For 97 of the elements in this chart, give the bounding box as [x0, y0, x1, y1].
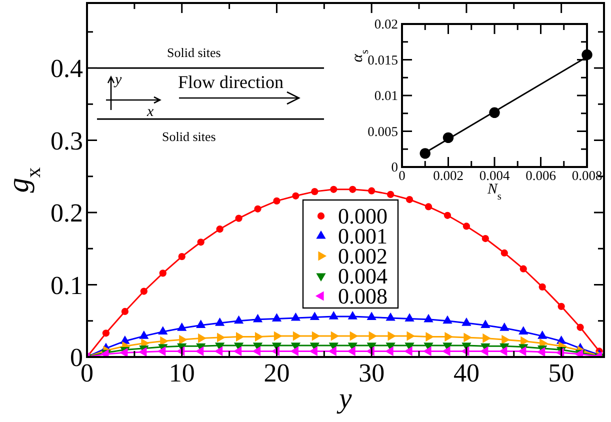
point — [444, 332, 454, 342]
point — [273, 197, 280, 205]
point — [406, 196, 414, 204]
point — [290, 312, 301, 321]
point — [178, 253, 186, 260]
point — [234, 315, 244, 324]
point — [328, 310, 338, 320]
annotation: x — [146, 104, 154, 120]
point — [198, 333, 206, 344]
point — [462, 317, 472, 326]
y-tick-label: 0.3 — [50, 126, 83, 156]
y-tick-label: 0.1 — [50, 270, 83, 300]
point — [236, 332, 244, 342]
point — [330, 186, 338, 193]
point — [518, 346, 526, 356]
point — [538, 330, 548, 339]
point — [330, 331, 340, 341]
point — [520, 265, 527, 272]
x-tick-label: 50 — [548, 358, 574, 388]
point — [502, 334, 510, 344]
annotation: y — [113, 72, 122, 88]
point — [386, 312, 396, 321]
point — [442, 315, 452, 324]
point — [385, 346, 394, 356]
x-tick-label: 0.006 — [526, 168, 556, 183]
y-tick-label: 0.02 — [374, 16, 398, 32]
point — [197, 238, 204, 246]
point — [406, 331, 416, 341]
point — [576, 324, 584, 331]
x-tick-label: 0.008 — [572, 168, 602, 183]
point — [102, 330, 110, 337]
point — [386, 190, 394, 198]
point — [464, 332, 472, 342]
y-tick-label: 0.01 — [374, 88, 398, 104]
point — [140, 288, 148, 295]
point — [404, 313, 414, 322]
x-axis-title: y — [336, 384, 352, 415]
point — [310, 312, 320, 320]
annotation: Solid sites — [167, 45, 221, 60]
point — [426, 332, 434, 342]
point — [350, 331, 358, 341]
point — [235, 214, 242, 222]
point — [252, 314, 263, 322]
annotation: Solid sites — [162, 129, 216, 144]
point — [538, 283, 546, 290]
y-tick-label: 0.4 — [50, 54, 83, 84]
point — [518, 326, 528, 334]
x-tick-label: 20 — [264, 358, 290, 388]
point — [536, 347, 546, 357]
x-tick-label: 0.002 — [433, 168, 464, 183]
point — [196, 320, 206, 328]
point — [349, 186, 356, 193]
point — [233, 346, 242, 356]
point — [500, 322, 510, 331]
point — [216, 226, 224, 233]
point — [368, 331, 378, 341]
x-axis-title: N$_{s}$ — [486, 181, 502, 202]
annotation: Flow direction — [178, 72, 284, 92]
point — [500, 249, 508, 257]
point — [424, 314, 434, 322]
point — [444, 212, 452, 219]
x-tick-label: 30 — [358, 358, 385, 388]
point — [558, 302, 565, 310]
point — [424, 203, 432, 210]
point — [272, 313, 282, 322]
point — [292, 192, 300, 200]
x-tick-label: 40 — [453, 358, 480, 388]
point — [520, 336, 529, 346]
point — [215, 317, 225, 326]
point — [254, 332, 264, 342]
point — [482, 234, 489, 242]
point — [292, 331, 302, 341]
y-tick-label: 0.2 — [50, 198, 83, 228]
point — [274, 331, 282, 341]
point — [217, 332, 226, 342]
x-tick-label: 0.004 — [479, 168, 510, 183]
point — [160, 336, 168, 346]
point — [159, 270, 166, 277]
y-tick-label: 0.005 — [368, 124, 398, 139]
point — [368, 187, 376, 194]
point — [420, 148, 430, 159]
point — [177, 322, 187, 331]
point — [139, 330, 149, 339]
point — [388, 331, 396, 341]
x-tick-label: 10 — [168, 358, 195, 388]
point — [311, 188, 318, 196]
point — [480, 320, 490, 328]
point — [252, 346, 261, 356]
point — [348, 310, 358, 320]
point — [366, 312, 376, 320]
point — [462, 222, 470, 230]
point — [121, 308, 129, 316]
point — [254, 205, 262, 212]
point — [179, 334, 188, 344]
point — [158, 326, 168, 334]
point — [482, 333, 491, 344]
point — [312, 331, 320, 341]
